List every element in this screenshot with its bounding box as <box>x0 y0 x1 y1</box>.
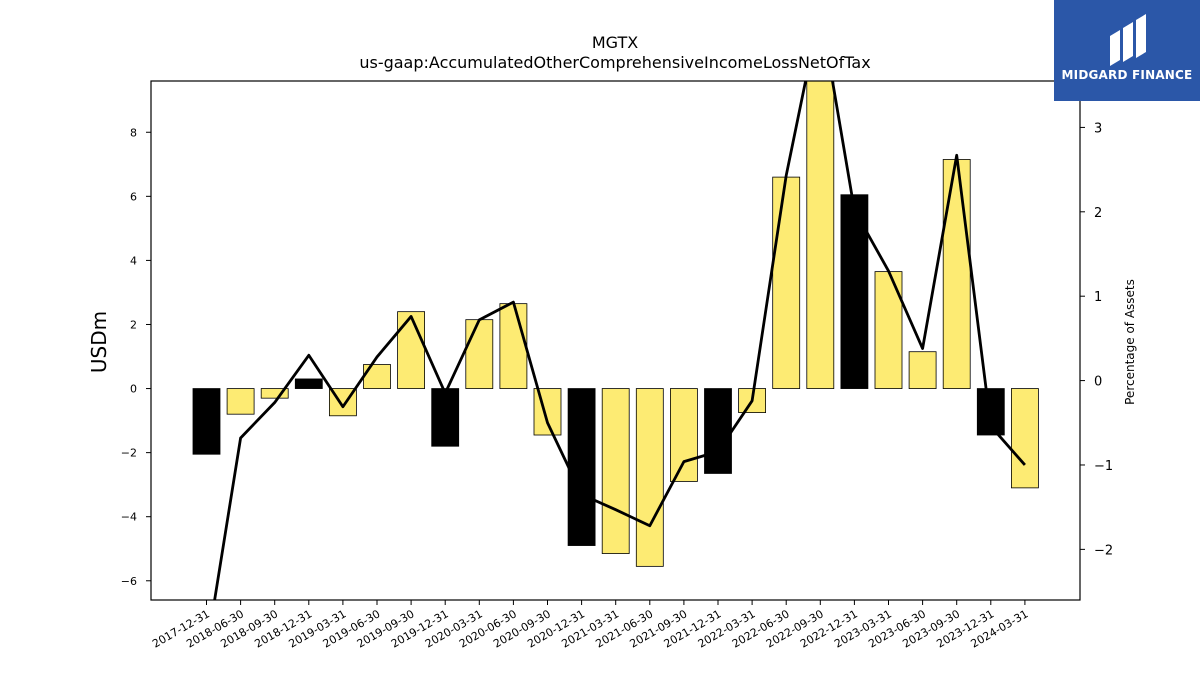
y-tick-label: −2 <box>121 447 137 460</box>
bar-2020-09-30 <box>533 388 562 436</box>
y2-tick-label: −1 <box>1094 459 1113 474</box>
bar-2024-03-31 <box>1011 388 1039 489</box>
y2-tick-label: −2 <box>1094 543 1113 558</box>
bar-2020-12-31 <box>567 388 596 546</box>
bar-2021-06-30 <box>635 388 664 567</box>
bar-2019-09-30 <box>397 311 426 389</box>
y-tick-label: −4 <box>121 511 137 524</box>
bar-2018-09-30 <box>260 388 289 399</box>
y-tick-label: 0 <box>130 383 137 396</box>
bar-2022-12-31 <box>840 194 869 389</box>
y2-tick-label: 0 <box>1094 375 1102 390</box>
chart-subtitle: us-gaap:AccumulatedOtherComprehensiveInc… <box>359 53 870 72</box>
bar-2019-06-30 <box>363 364 391 389</box>
y-tick-label: −6 <box>121 575 137 588</box>
y-tick-label: 4 <box>130 254 137 267</box>
y-axis-label: USDm <box>87 311 111 373</box>
bar-2023-09-30 <box>942 159 971 389</box>
logo-text: MIDGARD FINANCE <box>1061 68 1193 82</box>
midgard-logo-icon <box>1110 14 1146 66</box>
y-tick-label: 6 <box>130 190 137 203</box>
y-tick-label: 8 <box>130 126 137 139</box>
chart-title: MGTX <box>592 33 638 52</box>
bar-2022-09-30 <box>806 81 835 389</box>
series-line <box>213 81 1026 600</box>
bar-2021-12-31 <box>704 388 732 474</box>
y2-tick-label: 3 <box>1094 121 1102 136</box>
midgard-finance-logo: MIDGARD FINANCE <box>1054 0 1200 101</box>
bar-2022-06-30 <box>772 176 801 389</box>
bar-2021-09-30 <box>670 388 698 482</box>
bar-2018-12-31 <box>294 378 323 389</box>
bar-2021-03-31 <box>601 388 630 554</box>
bar-2020-06-30 <box>499 303 528 389</box>
bar-2020-03-31 <box>465 319 494 389</box>
bar-2018-06-30 <box>226 388 255 415</box>
bar-2023-06-30 <box>908 351 937 389</box>
y2-tick-label: 1 <box>1094 290 1102 305</box>
bar-2022-03-31 <box>738 388 766 413</box>
y-tick-label: 2 <box>130 318 137 331</box>
y2-axis-label: Percentage of Assets <box>1123 279 1137 405</box>
bar-2019-12-31 <box>431 388 460 447</box>
y2-tick-label: 2 <box>1094 206 1102 221</box>
bar-2017-12-31 <box>192 388 221 455</box>
